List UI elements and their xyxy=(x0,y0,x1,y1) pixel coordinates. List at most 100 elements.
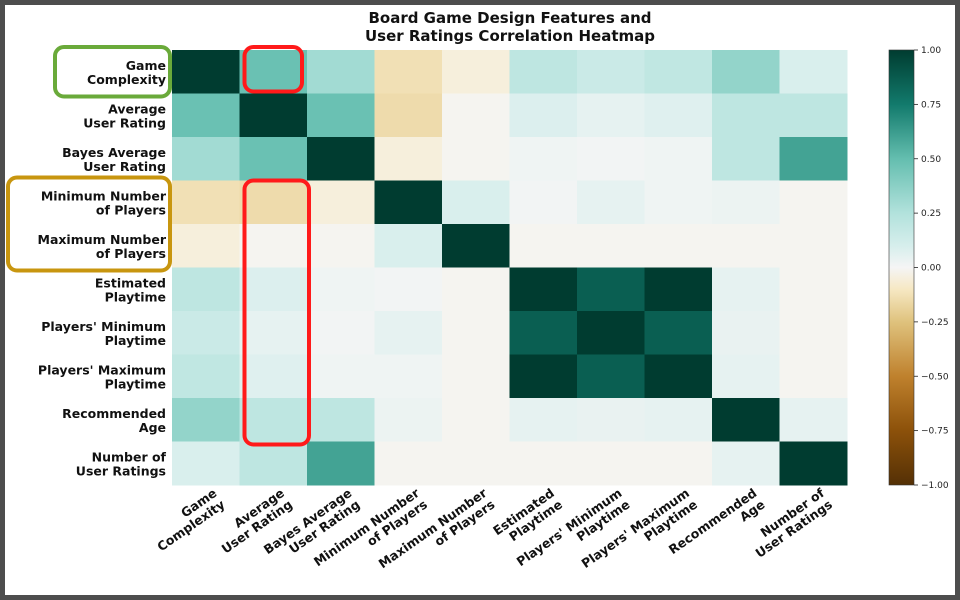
heatmap-cell xyxy=(239,224,308,268)
heatmap-cell xyxy=(172,398,240,442)
chart-title-line: User Ratings Correlation Heatmap xyxy=(365,27,655,45)
colorbar-tick-label: 0.50 xyxy=(921,155,941,165)
heatmap-cell xyxy=(712,441,780,486)
heatmap-cell xyxy=(172,137,240,181)
heatmap-cells xyxy=(172,50,848,486)
heatmap-cell xyxy=(442,50,510,94)
figure-frame: Board Game Design Features and User Ratin… xyxy=(5,5,955,595)
heatmap-cell xyxy=(307,180,375,225)
heatmap-cell xyxy=(644,267,713,312)
heatmap-cell xyxy=(644,50,713,94)
heatmap-cell xyxy=(374,137,443,181)
heatmap-cell xyxy=(374,180,443,225)
heatmap-cell xyxy=(779,93,848,138)
heatmap-cell xyxy=(509,398,578,442)
heatmap-cell xyxy=(577,224,645,268)
colorbar-tick-label: 0.25 xyxy=(921,209,941,219)
heatmap-cell xyxy=(239,311,308,355)
colorbar-tick-label: −0.50 xyxy=(921,372,949,382)
row-highlight-box xyxy=(6,175,172,273)
heatmap-cell xyxy=(644,93,713,138)
colorbar: 1.00 0.75 0.50 0.25 0.00 −0.25 −0.50 −0.75 −1.00 xyxy=(888,46,949,491)
colorbar-tick-label: 0.00 xyxy=(921,264,941,274)
column-label: GameComplexity xyxy=(146,485,227,554)
heatmap-cell xyxy=(644,137,713,181)
heatmap-cell xyxy=(712,137,780,181)
heatmap-cell xyxy=(509,137,578,181)
heatmap-cell xyxy=(374,354,443,399)
colorbar-gradient xyxy=(888,49,915,486)
row-label: Minimum Number of Players xyxy=(41,188,167,217)
heatmap-cell xyxy=(374,224,443,268)
heatmap-cell xyxy=(239,267,308,312)
colorbar-tick-label: 1.00 xyxy=(921,46,941,56)
heatmap-cell xyxy=(239,398,308,442)
heatmap-cell xyxy=(577,311,645,355)
colorbar-tick-label: 0.75 xyxy=(921,100,941,110)
heatmap-cell xyxy=(307,441,375,486)
chart-title-line: Board Game Design Features and xyxy=(368,9,651,27)
heatmap-cell xyxy=(712,224,780,268)
heatmap-cell xyxy=(239,180,308,225)
heatmap-cell xyxy=(712,354,780,399)
heatmap-cell xyxy=(712,50,780,94)
heatmap-cell xyxy=(374,50,443,94)
row-label: Number of User Ratings xyxy=(76,449,167,478)
heatmap-cell xyxy=(374,93,443,138)
row-label: Maximum Number of Players xyxy=(38,232,167,261)
row-label: Average User Rating xyxy=(83,101,166,130)
heatmap-cell xyxy=(307,311,375,355)
heatmap-cell xyxy=(442,267,510,312)
heatmap-cell xyxy=(577,267,645,312)
heatmap-cell xyxy=(442,180,510,225)
row-label: Estimated Playtime xyxy=(95,275,166,304)
chart-title: Board Game Design Features and User Ratin… xyxy=(365,9,655,45)
heatmap-cell xyxy=(442,441,510,486)
heatmap-cell xyxy=(779,267,848,312)
heatmap-cell xyxy=(442,354,510,399)
heatmap-cell xyxy=(712,267,780,312)
heatmap-cell xyxy=(307,267,375,312)
heatmap-cell xyxy=(239,93,308,138)
heatmap-cell xyxy=(509,311,578,355)
heatmap-cell xyxy=(509,354,578,399)
heatmap-cell xyxy=(644,398,713,442)
heatmap-cell xyxy=(779,354,848,399)
heatmap-cell xyxy=(172,50,240,94)
heatmap-cell xyxy=(712,311,780,355)
heatmap-cell xyxy=(577,93,645,138)
colorbar-tick-label: −0.25 xyxy=(921,318,949,328)
heatmap-cell xyxy=(374,267,443,312)
row-label: Bayes Average User Rating xyxy=(62,145,166,174)
heatmap-cell xyxy=(239,441,308,486)
heatmap-cell xyxy=(779,180,848,225)
heatmap-cell xyxy=(239,50,308,94)
heatmap-cell xyxy=(172,441,240,486)
heatmap-cell xyxy=(442,311,510,355)
heatmap-cell xyxy=(577,398,645,442)
heatmap-cell xyxy=(644,311,713,355)
column-highlight-box xyxy=(242,178,311,447)
heatmap-cell xyxy=(307,224,375,268)
heatmap-cell xyxy=(374,398,443,442)
heatmap-cell xyxy=(172,267,240,312)
heatmap-cell xyxy=(374,441,443,486)
heatmap-cell xyxy=(779,441,848,486)
heatmap-cell xyxy=(307,93,375,138)
heatmap-cell xyxy=(509,93,578,138)
heatmap-cell xyxy=(779,50,848,94)
heatmap-cell xyxy=(442,398,510,442)
heatmap-cell xyxy=(509,224,578,268)
heatmap-cell xyxy=(644,441,713,486)
heatmap-cell xyxy=(307,50,375,94)
heatmap-cell xyxy=(442,224,510,268)
heatmap-cell xyxy=(577,441,645,486)
heatmap-cell xyxy=(172,224,240,268)
heatmap-cell xyxy=(374,311,443,355)
heatmap-cell xyxy=(779,398,848,442)
heatmap-cell xyxy=(509,267,578,312)
heatmap-cell xyxy=(172,311,240,355)
heatmap-cell xyxy=(712,180,780,225)
heatmap-cell xyxy=(644,180,713,225)
colorbar-tick-label: −1.00 xyxy=(921,481,949,491)
